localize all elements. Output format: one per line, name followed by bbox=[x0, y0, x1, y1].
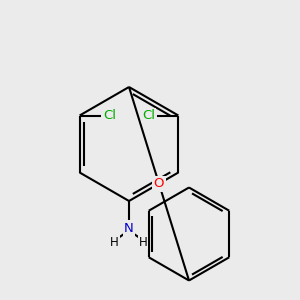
Text: O: O bbox=[154, 177, 164, 190]
Text: Cl: Cl bbox=[103, 109, 116, 122]
Text: H: H bbox=[139, 236, 148, 249]
Text: N: N bbox=[124, 221, 134, 235]
Text: H: H bbox=[110, 236, 119, 249]
Text: Cl: Cl bbox=[142, 109, 155, 122]
